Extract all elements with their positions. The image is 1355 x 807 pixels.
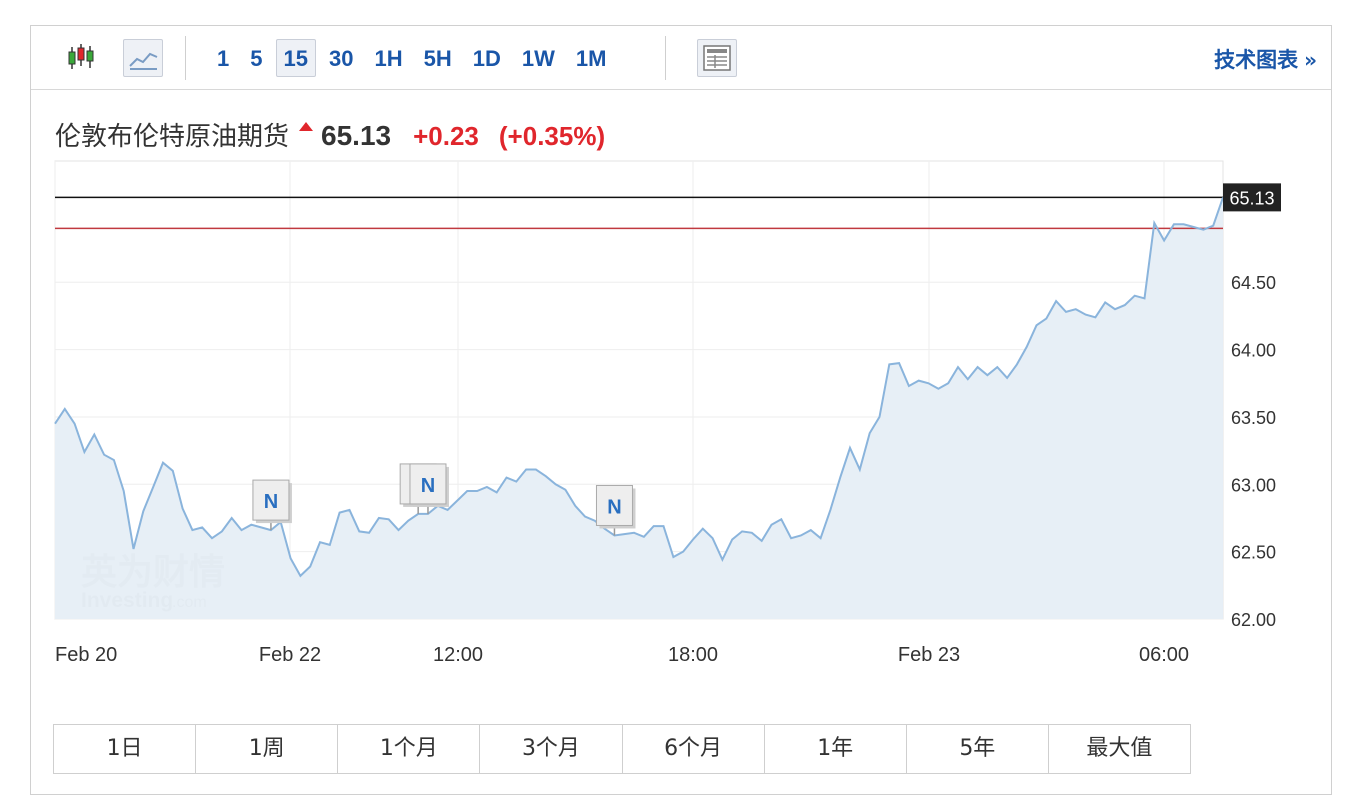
interval-5[interactable]: 5	[250, 46, 263, 71]
price-change: +0.23	[413, 121, 479, 151]
table-view-icon[interactable]	[697, 39, 737, 77]
last-price-badge	[1223, 183, 1281, 212]
series-area	[55, 197, 1223, 619]
chart-toolbar: 1 5 15 30 1H 5H 1D 1W 1M 技术图表»	[31, 26, 1331, 90]
y-tick-label: 62.50	[1231, 543, 1276, 563]
up-arrow-icon	[299, 122, 314, 131]
toolbar-divider	[185, 36, 186, 80]
price-change-percent: (+0.35%)	[498, 121, 606, 151]
price-chart[interactable]: 64.50 64.00 63.50 63.00 62.50 62.00 Feb 20 Feb …	[31, 26, 1331, 716]
y-tick-label: 63.50	[1231, 408, 1276, 428]
x-tick-label: Feb 20	[55, 644, 117, 666]
interval-1m[interactable]: 1M	[575, 46, 607, 71]
interval-5h[interactable]: 5H	[423, 46, 452, 71]
news-marker-box	[252, 479, 290, 521]
range-1d[interactable]: 1日	[54, 725, 197, 773]
interval-30[interactable]: 30	[328, 46, 354, 71]
interval-1d[interactable]: 1D	[472, 46, 501, 71]
last-price-badge-label: 65.13	[1229, 188, 1274, 208]
x-tick-label: 12:00	[433, 644, 483, 666]
candlestick-icon[interactable]	[61, 39, 101, 77]
x-tick-label: Feb 23	[898, 644, 960, 666]
news-marker[interactable]: N	[595, 484, 636, 536]
y-tick-label: 64.50	[1231, 273, 1276, 293]
news-marker[interactable]: N	[252, 479, 292, 531]
news-marker[interactable]: N	[409, 463, 449, 514]
technical-chart-label: 技术图表	[1214, 48, 1299, 72]
news-marker-label: N	[421, 475, 435, 497]
y-tick-label: 62.00	[1231, 610, 1276, 630]
x-tick-label: 06:00	[1139, 644, 1189, 666]
chart-widget: 1 5 15 30 1H 5H 1D 1W 1M 技术图表» 伦敦布伦	[30, 25, 1332, 795]
range-6m[interactable]: 6个月	[623, 725, 765, 773]
series-line	[54, 197, 1224, 578]
range-1m[interactable]: 1个月	[338, 725, 481, 773]
news-marker-box	[409, 463, 447, 505]
quote-header: 伦敦布伦特原油期货 65.13 +0.23 (+0.35%)	[55, 116, 605, 153]
news-marker-box	[595, 484, 633, 526]
x-tick-label: Feb 22	[259, 644, 321, 666]
interval-1w[interactable]: 1W	[521, 46, 555, 71]
last-price: 65.13	[321, 120, 392, 151]
range-max[interactable]: 最大值	[1086, 736, 1153, 761]
range-selector: 1日 1周 1个月 3个月 6个月 1年 5年 最大值	[53, 724, 1191, 774]
range-1y[interactable]: 1年	[765, 725, 907, 773]
news-marker-label: N	[264, 491, 278, 513]
double-chevron-right-icon: »	[1304, 48, 1317, 72]
interval-selector: 1 5 15 30 1H 5H 1D 1W 1M	[209, 39, 619, 77]
interval-1h[interactable]: 1H	[374, 46, 403, 71]
x-tick-label: 18:00	[668, 644, 718, 666]
interval-1[interactable]: 1	[217, 46, 230, 71]
toolbar-divider	[665, 36, 666, 80]
news-marker-label: N	[607, 496, 621, 518]
range-1w[interactable]: 1周	[196, 725, 339, 773]
technical-chart-link[interactable]: 技术图表»	[1214, 44, 1317, 74]
y-tick-label: 64.00	[1231, 341, 1276, 361]
range-5y[interactable]: 5年	[907, 725, 1049, 773]
area-chart-icon[interactable]	[123, 39, 163, 77]
range-3m[interactable]: 3个月	[480, 725, 623, 773]
y-tick-label: 63.00	[1231, 475, 1276, 495]
instrument-name: 伦敦布伦特原油期货	[55, 122, 290, 152]
interval-15[interactable]: 15	[275, 39, 316, 77]
